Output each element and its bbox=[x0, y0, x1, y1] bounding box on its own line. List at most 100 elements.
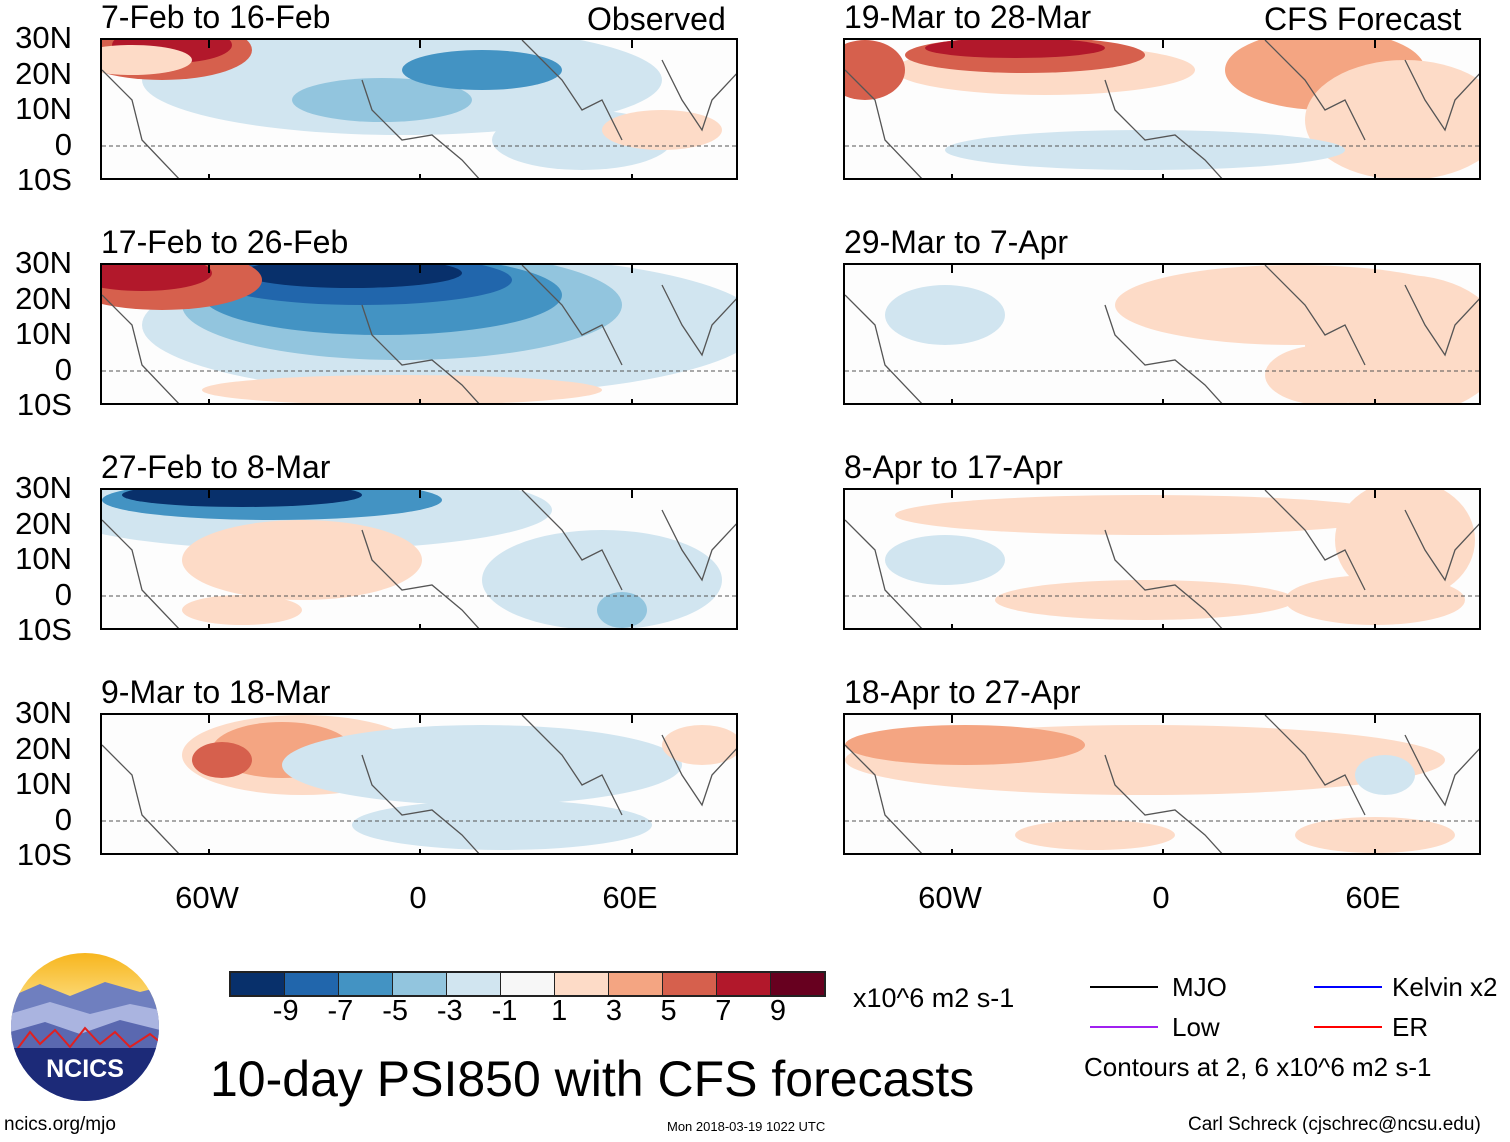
coastline bbox=[102, 490, 736, 628]
legend-mjo-line bbox=[1090, 986, 1158, 988]
lat-label: 10S bbox=[16, 387, 72, 422]
ncics-logo: NCICS bbox=[11, 953, 159, 1101]
map-panel-right-3 bbox=[843, 713, 1481, 855]
panel-title-right-0: 19-Mar to 28-Mar bbox=[844, 0, 1092, 35]
colorbar-label: -3 bbox=[436, 995, 463, 1027]
colorbar-swatch bbox=[501, 973, 555, 995]
legend-er-label: ER bbox=[1392, 1012, 1429, 1042]
anomaly-shading bbox=[662, 725, 736, 765]
colorbar-label: 9 bbox=[769, 995, 787, 1027]
anomaly-shading bbox=[845, 40, 905, 100]
anomaly-shading bbox=[102, 265, 212, 291]
anomaly-shading bbox=[845, 725, 1085, 765]
anomaly-shading bbox=[402, 50, 562, 90]
lat-label: 10S bbox=[16, 837, 72, 872]
lat-label: 20N bbox=[15, 280, 72, 316]
legend-low-line bbox=[1090, 1026, 1158, 1028]
footer-credit: Carl Schreck (cjschrec@ncsu.edu) bbox=[1188, 1114, 1481, 1135]
colorbar-label: 3 bbox=[605, 995, 622, 1027]
map-panel-right-1 bbox=[843, 263, 1481, 405]
colorbar-swatch bbox=[771, 973, 824, 995]
colorbar-units: x10^6 m2 s-1 bbox=[853, 983, 1015, 1013]
footer-url[interactable]: ncics.org/mjo bbox=[4, 1114, 116, 1135]
coastline bbox=[102, 40, 736, 178]
lat-label: 10S bbox=[16, 612, 72, 647]
lat-label: 20N bbox=[15, 55, 72, 91]
lat-label: 0 bbox=[54, 126, 72, 162]
legend-low-label: Low bbox=[1172, 1012, 1220, 1042]
lat-label: 10N bbox=[15, 316, 72, 351]
map-panel-right-0 bbox=[843, 38, 1481, 180]
coastline bbox=[845, 490, 1479, 628]
anomaly-shading bbox=[182, 520, 422, 600]
colorbar-label: 1 bbox=[551, 995, 568, 1027]
contour-note: Contours at 2, 6 x10^6 m2 s-1 bbox=[1084, 1052, 1432, 1082]
legend-kelvin-line bbox=[1314, 986, 1382, 988]
coastline bbox=[845, 265, 1479, 403]
lon-label: 0 bbox=[409, 880, 427, 915]
map-panel-left-0 bbox=[100, 38, 738, 180]
legend-er-line bbox=[1314, 1026, 1382, 1028]
lat-label: 30N bbox=[15, 470, 72, 505]
lon-label: 0 bbox=[1152, 880, 1170, 915]
anomaly-shading bbox=[292, 78, 472, 122]
panel-title-left-1: 17-Feb to 26-Feb bbox=[101, 224, 349, 260]
coastline bbox=[845, 715, 1479, 853]
anomaly-shading bbox=[182, 595, 302, 625]
anomaly-shading bbox=[1285, 575, 1465, 625]
anomaly-shading bbox=[1355, 755, 1415, 795]
lat-label: 10S bbox=[16, 162, 72, 197]
coastline bbox=[845, 40, 1479, 178]
figure-title: 10-day PSI850 with CFS forecasts bbox=[210, 1051, 975, 1107]
lat-label: 0 bbox=[54, 801, 72, 837]
map-panel-left-3 bbox=[100, 713, 738, 855]
panel-title-right-2: 8-Apr to 17-Apr bbox=[844, 449, 1063, 485]
legend-mjo-label: MJO bbox=[1172, 972, 1227, 1002]
colorbar-label: 5 bbox=[660, 995, 677, 1027]
anomaly-shading bbox=[102, 45, 192, 75]
anomaly-shading bbox=[1295, 817, 1455, 853]
colorbar-label: -5 bbox=[382, 995, 408, 1027]
panel-title-left-3: 9-Mar to 18-Mar bbox=[101, 674, 331, 710]
lat-label: 30N bbox=[15, 245, 72, 280]
lon-label: 60W bbox=[175, 880, 239, 915]
anomaly-shading bbox=[1265, 345, 1385, 403]
map-panel-right-2 bbox=[843, 488, 1481, 630]
colorbar-swatch bbox=[339, 973, 393, 995]
forecast-header: CFS Forecast bbox=[1264, 1, 1462, 37]
anomaly-shading bbox=[597, 592, 647, 628]
coastline bbox=[102, 265, 736, 403]
anomaly-shading bbox=[895, 495, 1395, 535]
anomaly-shading bbox=[945, 130, 1345, 170]
colorbar bbox=[229, 971, 826, 997]
colorbar-swatch bbox=[285, 973, 339, 995]
lon-label: 60W bbox=[918, 880, 982, 915]
lat-label: 10N bbox=[15, 541, 72, 576]
colorbar-swatch bbox=[609, 973, 663, 995]
lat-label: 20N bbox=[15, 730, 72, 766]
colorbar-swatch bbox=[231, 973, 285, 995]
panel-title-left-0: 7-Feb to 16-Feb bbox=[101, 0, 331, 35]
panel-title-right-1: 29-Mar to 7-Apr bbox=[844, 224, 1069, 260]
colorbar-label: -7 bbox=[327, 995, 354, 1027]
lat-label: 20N bbox=[15, 505, 72, 541]
colorbar-label: -9 bbox=[272, 995, 299, 1027]
lon-label: 60E bbox=[602, 880, 658, 915]
colorbar-label: -1 bbox=[491, 995, 518, 1027]
colorbar-swatch bbox=[393, 973, 447, 995]
anomaly-shading bbox=[192, 742, 252, 778]
anomaly-shading bbox=[995, 580, 1295, 620]
lat-label: 30N bbox=[15, 20, 72, 55]
colorbar-swatch bbox=[447, 973, 501, 995]
anomaly-shading bbox=[885, 535, 1005, 585]
colorbar-swatch bbox=[555, 973, 609, 995]
lat-label: 0 bbox=[54, 351, 72, 387]
anomaly-shading bbox=[602, 110, 722, 150]
anomaly-shading bbox=[122, 490, 362, 507]
map-panel-left-1 bbox=[100, 263, 738, 405]
anomaly-shading bbox=[1015, 820, 1175, 850]
colorbar-label: 7 bbox=[715, 995, 732, 1027]
lon-label: 60E bbox=[1345, 880, 1401, 915]
anomaly-shading bbox=[1305, 60, 1479, 178]
